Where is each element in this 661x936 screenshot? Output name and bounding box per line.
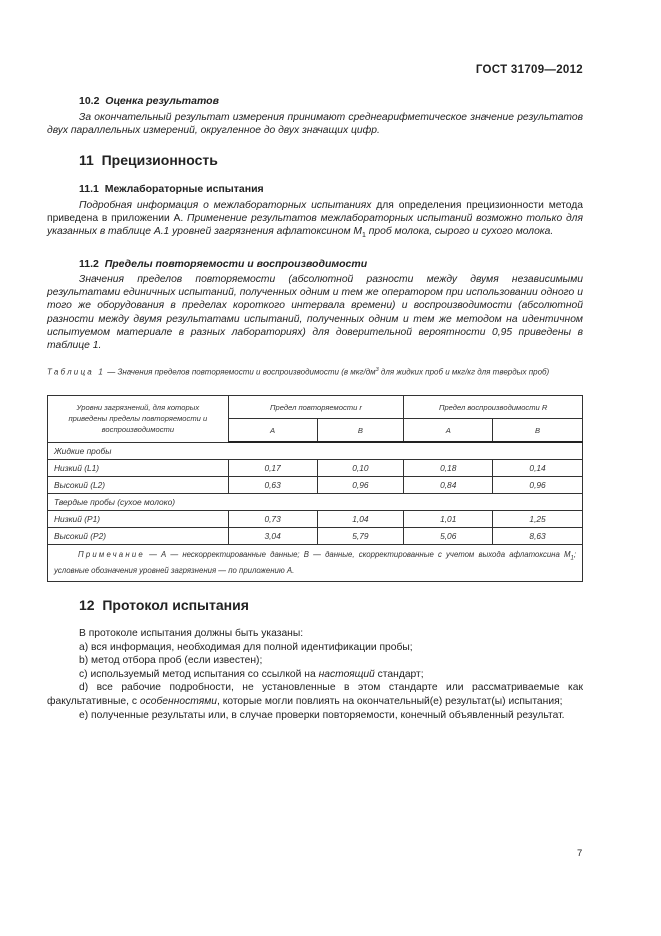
text-regular: е) полученные результаты или, в случае п… [79,709,565,721]
value-cell: 0,10 [316,459,405,477]
text-regular: d) все рабочие подробности, не установле… [47,682,583,707]
value-cell: 0,73 [227,510,318,528]
table-caption: Таблица 1 — Значения пределов повторяемо… [47,364,583,379]
section-number: 11.1 [79,183,99,195]
table-row: Высокий (L2) 0,63 0,96 0,84 0,96 [47,476,583,494]
header-R-b: В [492,418,583,443]
note-text: — А — нескорректированные данные; В — да… [144,550,571,559]
paragraph: За окончательный результат измерения при… [47,112,583,137]
value-cell: 0,14 [492,459,583,477]
group-label: Жидкие пробы [47,441,583,460]
section-11-2-heading: 11.2 Пределы повторяемости и воспроизвод… [79,258,367,270]
text-italic: настоящий [318,668,375,680]
group-label: Твердые пробы (сухое молоко) [47,493,583,511]
paragraph: Значения пределов повторяемости (абсолют… [47,274,583,352]
section-12-heading: 12 Протокол испытания [79,597,249,613]
value-cell: 8,63 [492,527,583,545]
precision-table: Уровни загрязнений, для которых приведен… [47,395,583,582]
section-number: 11.2 [79,258,99,270]
section-10-2-text: За окончательный результат измерения при… [47,111,583,137]
value-cell: 0,63 [227,476,318,494]
value-cell: 5,06 [403,527,494,545]
section-11-2-text: Значения пределов повторяемости (абсолют… [47,273,583,352]
value-cell: 0,17 [227,459,318,477]
section-number: 12 [79,597,95,613]
subscript: 1 [570,555,574,562]
note-row: Примечание — А — нескорректированные дан… [47,544,583,582]
value-cell: 0,96 [492,476,583,494]
table-row: Низкий (L1) 0,17 0,10 0,18 0,14 [47,459,583,477]
text-regular: , которые могли повлиять на окончательны… [216,695,563,707]
header-repeatability: Предел повторяемости r [227,395,405,419]
group-row: Твердые пробы (сухое молоко) [47,493,583,511]
value-cell: 5,79 [316,527,405,545]
value-cell: 0,84 [403,476,494,494]
group-row: Жидкие пробы [47,441,583,460]
section-title: Оценка результатов [105,95,219,107]
header-levels: Уровни загрязнений, для которых приведен… [47,395,229,443]
value-cell: 0,18 [403,459,494,477]
superscript: 3 [375,367,379,373]
caption-text: для жидких проб и мкг/кг для твердых про… [378,367,550,377]
note-label: Примечание [78,550,145,559]
value-cell: 0,96 [316,476,405,494]
page-number: 7 [577,848,583,859]
text-regular: стандарт; [374,668,424,680]
section-11-1-text: Подробная информация о межлабораторных и… [47,199,583,243]
list-item: b) метод отбора проб (если известен); [79,655,263,667]
section-title: Межлабораторные испытания [104,183,264,195]
document-id: ГОСТ 31709—2012 [475,64,583,76]
text-italic: проб молока, сырого и сухого молока. [365,226,554,238]
level-cell: Высокий (L2) [47,476,229,494]
table-row: Высокий (Р2) 3,04 5,79 5,06 8,63 [47,527,583,545]
list-item: а) вся информация, необходимая для полно… [79,641,413,653]
caption-label: Таблица 1 [47,367,106,377]
list-item: d) все рабочие подробности, не установле… [47,681,583,708]
value-cell: 1,04 [316,510,405,528]
value-cell: 1,25 [492,510,583,528]
section-title: Пределы повторяемости и воспроизводимост… [104,258,368,270]
section-11-1-heading: 11.1 Межлабораторные испытания [79,183,264,195]
section-number: 11 [79,152,94,168]
level-cell: Высокий (Р2) [47,527,229,545]
table-row: Низкий (Р1) 0,73 1,04 1,01 1,25 [47,510,583,528]
text-italic: Подробная информация о межлабораторных и… [79,200,372,211]
list-item: c) используемый метод испытания со ссылк… [47,668,583,682]
text-regular: c) используемый метод испытания со ссылк… [79,668,319,680]
text-italic: Применение результатов межлабораторных и… [47,213,583,238]
list-intro: В протоколе испытания должны быть указан… [79,628,304,639]
caption-text: — Значения пределов повторяемости и восп… [105,367,376,377]
header-reproducibility: Предел воспроизводимости R [403,395,583,419]
section-number: 10.2 [79,95,100,107]
section-title: Протокол испытания [102,597,249,613]
header-R-a: А [403,418,494,443]
note-text: ; условные обозначения уровней загрязнен… [54,550,576,575]
section-10-2-heading: 10.2 Оценка результатов [79,95,219,107]
text-italic: особенностями [139,695,217,707]
section-11-heading: 11 Прецизионность [79,152,218,168]
header-r-a: А [227,418,318,443]
value-cell: 3,04 [227,527,318,545]
level-cell: Низкий (Р1) [47,510,229,528]
table-note: Примечание — А — нескорректированные дан… [47,544,583,582]
value-cell: 1,01 [403,510,494,528]
header-r-b: В [316,418,405,443]
subscript: 1 [361,232,366,240]
section-title: Прецизионность [101,152,218,168]
level-cell: Низкий (L1) [47,459,229,477]
text-regular: для определения прецизионности метода пр… [47,200,583,225]
list-item: е) полученные результаты или, в случае п… [47,709,583,723]
section-12-list: В протоколе испытания должны быть указан… [47,627,583,722]
